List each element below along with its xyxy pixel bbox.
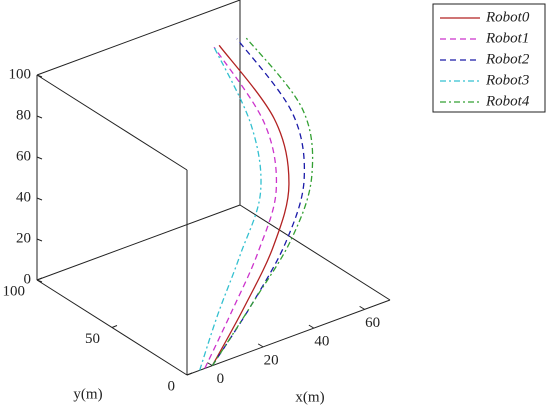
z-tick-label: 0 [24, 271, 32, 287]
legend-label: Robot0 [485, 9, 530, 25]
legend-box [432, 3, 546, 113]
y-tick [186, 372, 193, 376]
legend-label: Robot3 [485, 72, 529, 88]
legend-label: Robot4 [485, 93, 530, 109]
y-tick-label: 0 [168, 378, 176, 394]
z-tick-label: 100 [9, 66, 32, 82]
z-tick [36, 74, 43, 78]
x-tick [257, 343, 264, 348]
trajectory [204, 46, 278, 369]
z-tick-label: 60 [16, 148, 31, 164]
x-tick [308, 324, 315, 329]
trajectory [211, 35, 314, 366]
box-edge [36, 204, 241, 281]
box-edge [186, 299, 391, 376]
z-tick [36, 156, 43, 160]
trajectory [211, 38, 306, 366]
y-tick-label: 50 [85, 331, 100, 347]
box-edge [239, 204, 391, 301]
z-tick [36, 279, 43, 283]
z-tick [36, 197, 43, 201]
box-edge [36, 74, 188, 171]
trajectory [211, 44, 290, 366]
x-tick [207, 362, 213, 367]
trajectory [199, 46, 262, 371]
x-axis-label: x(m) [295, 389, 324, 405]
y-tick [111, 325, 118, 328]
z-tick-label: 40 [16, 189, 31, 205]
z-tick-label: 80 [16, 107, 31, 123]
z-tick [36, 115, 43, 119]
x-tick-label: 0 [217, 371, 225, 387]
legend-label: Robot2 [485, 51, 530, 67]
x-tick-label: 60 [365, 315, 380, 331]
y-tick-label: 100 [3, 283, 26, 299]
box-edge [36, 0, 241, 76]
y-tick [36, 277, 43, 281]
legend-label: Robot1 [485, 30, 529, 46]
z-tick-label: 20 [16, 230, 31, 246]
z-tick [36, 238, 43, 242]
x-tick-label: 40 [314, 334, 329, 350]
y-axis-label: y(m) [73, 386, 102, 402]
x-tick [359, 305, 365, 310]
x-tick-label: 20 [264, 352, 279, 368]
